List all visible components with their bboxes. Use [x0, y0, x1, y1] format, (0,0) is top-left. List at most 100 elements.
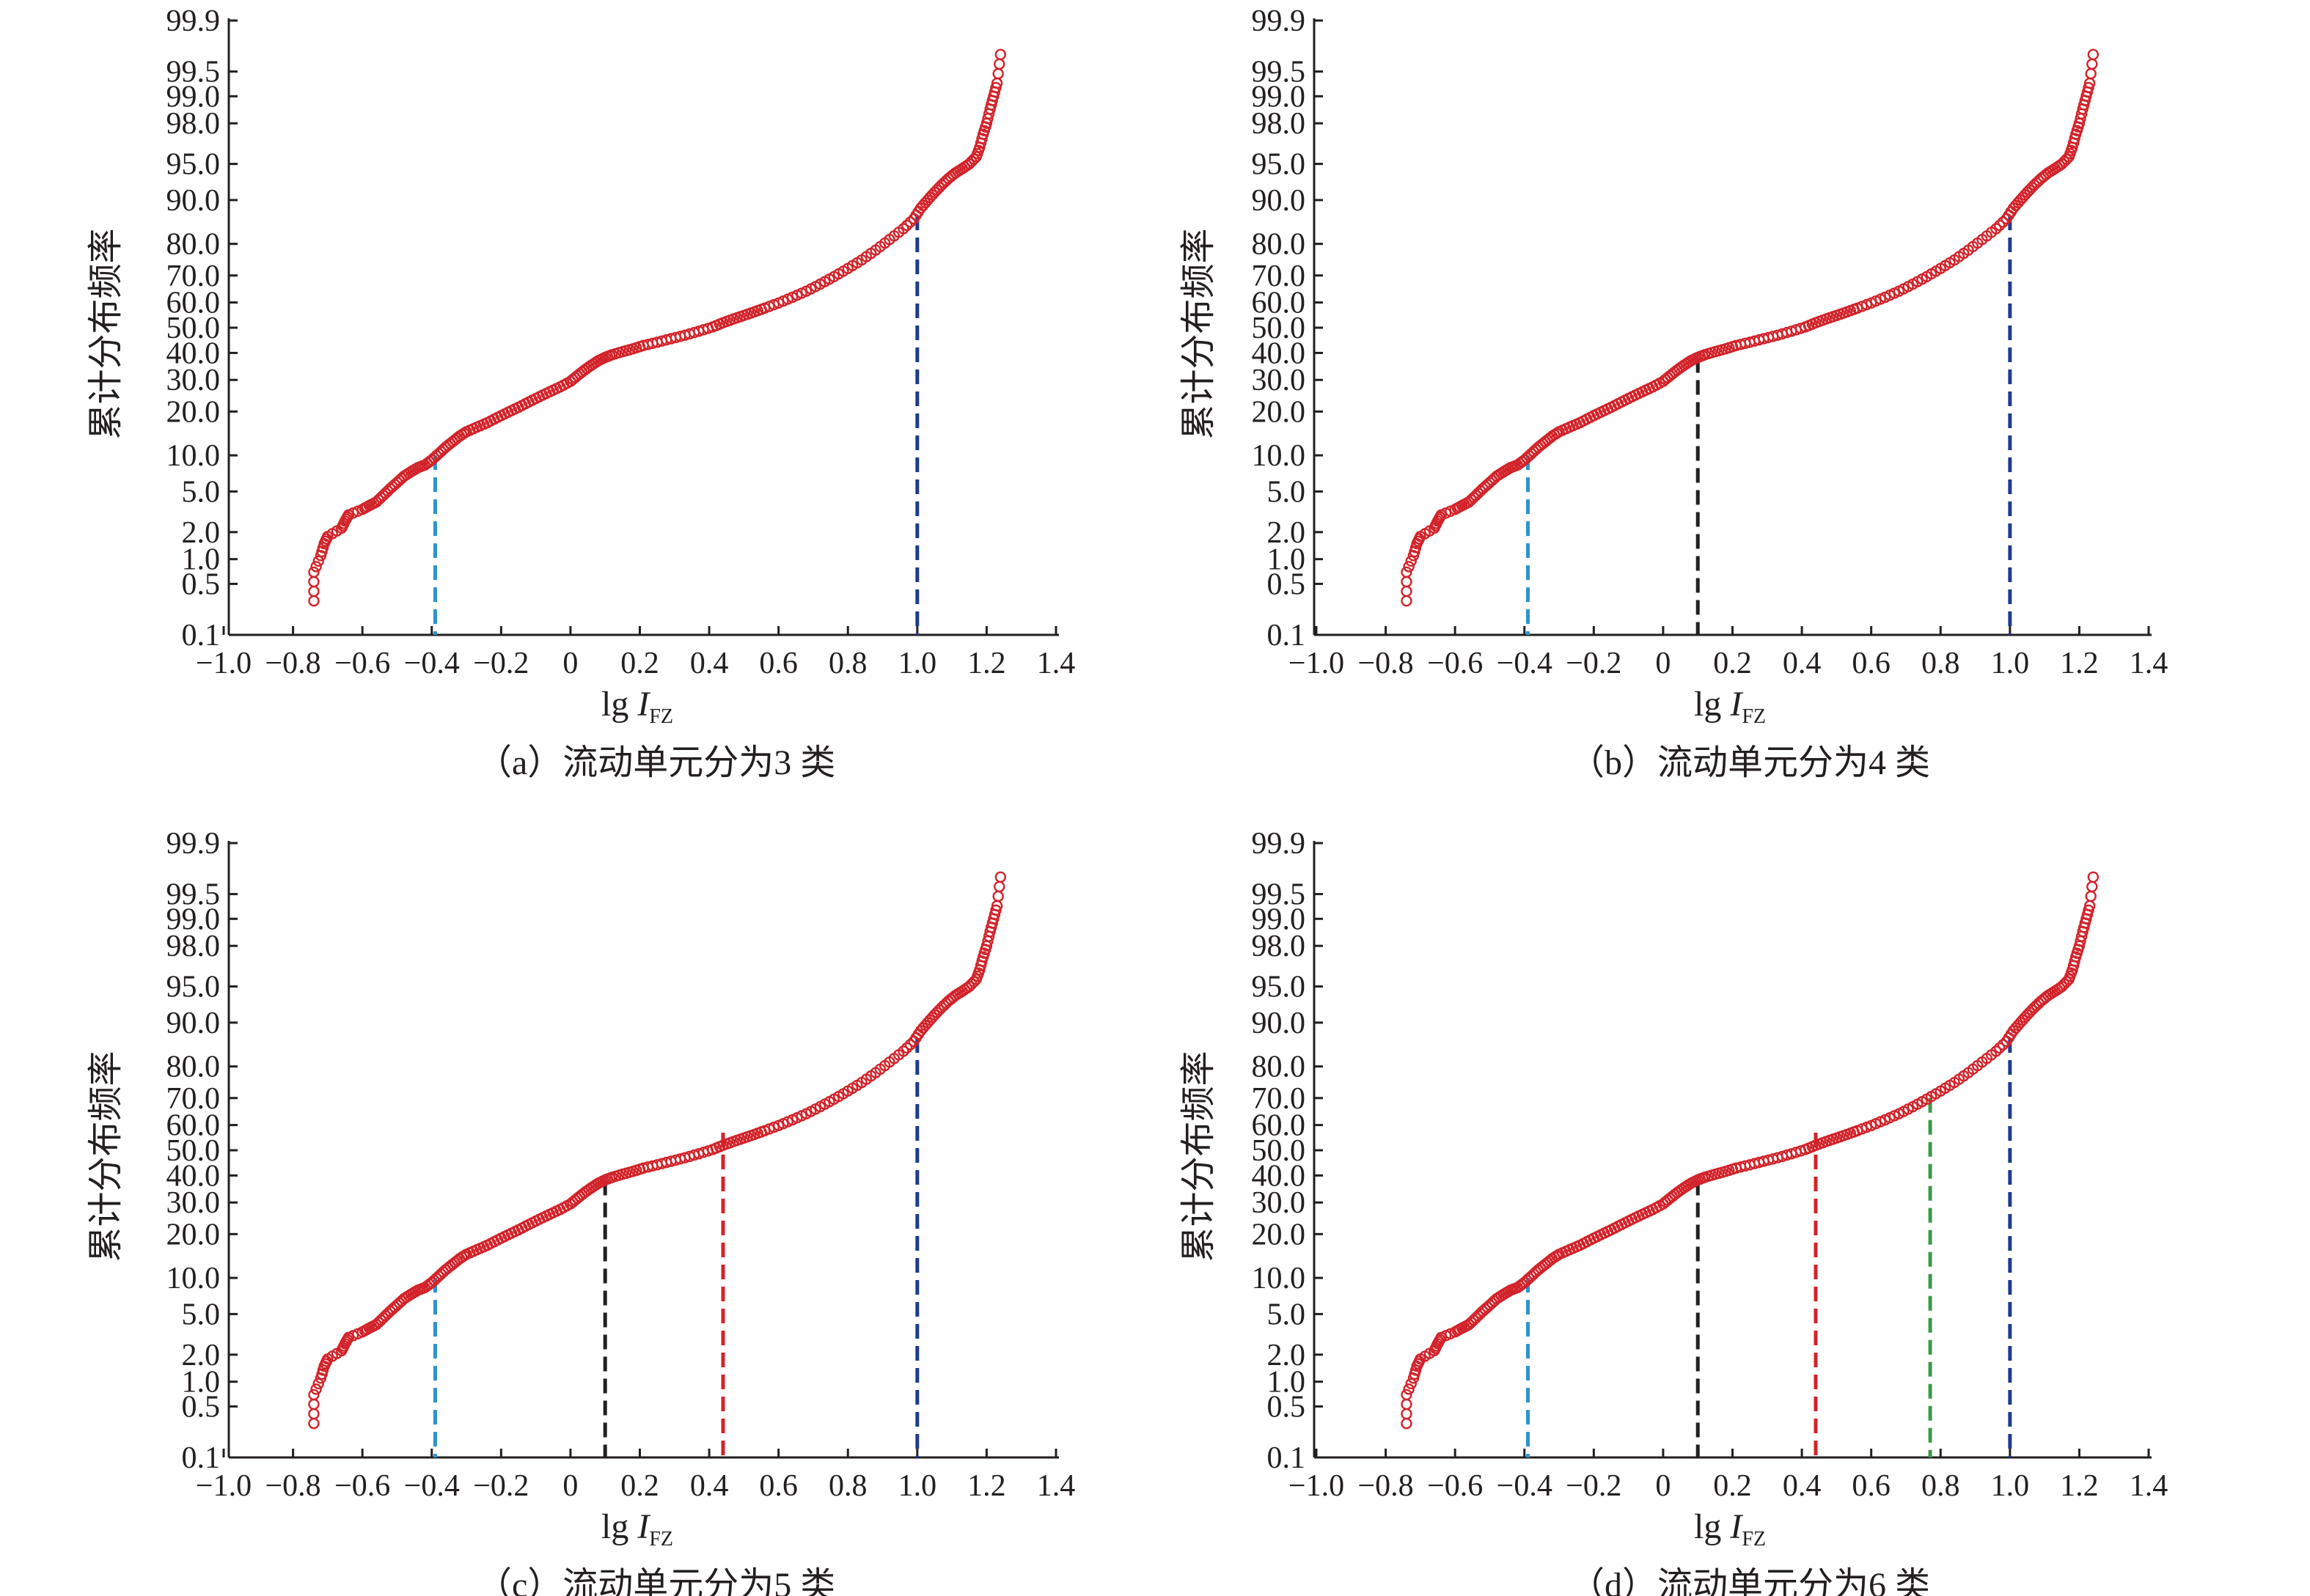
- data-point: [2087, 871, 2100, 883]
- y-tick-label: 0.1: [182, 619, 221, 652]
- y-tick-label: 60.0: [1252, 287, 1306, 320]
- data-point: [1403, 1383, 1415, 1395]
- y-tick-label: 95.0: [166, 148, 221, 182]
- y-tick-label: 99.0: [1252, 902, 1306, 936]
- x-tick-label: 0: [562, 647, 578, 680]
- x-tick-label: −0.4: [404, 1469, 460, 1503]
- y-tick-label: 99.9: [166, 4, 221, 38]
- data-point: [2085, 67, 2097, 80]
- data-point: [898, 223, 909, 235]
- data-point: [1405, 555, 1417, 567]
- y-tick-label: 60.0: [166, 1109, 221, 1143]
- data-point: [898, 1045, 909, 1057]
- y-tick-label: 99.5: [166, 878, 221, 912]
- y-tick-label: 1.0: [182, 543, 221, 577]
- y-tick-label: 30.0: [166, 1186, 221, 1220]
- x-tick-label: 0: [1655, 1469, 1671, 1503]
- data-point: [968, 976, 980, 988]
- y-tick-label: 90.0: [1252, 1007, 1306, 1040]
- panel-caption: （c）流动单元分为5 类: [477, 1566, 835, 1596]
- data-point: [308, 1398, 320, 1411]
- y-tick-label: 99.9: [166, 827, 221, 861]
- y-tick-label: 50.0: [1252, 312, 1306, 345]
- x-tick-label: −1.0: [196, 1469, 252, 1503]
- data-point: [1405, 1378, 1417, 1390]
- panel-caption: （d）流动单元分为6 类: [1569, 1566, 1930, 1596]
- x-tick-label: 0.8: [1921, 647, 1960, 680]
- x-tick-label: −0.8: [1357, 647, 1413, 680]
- y-tick-label: 20.0: [1252, 395, 1306, 429]
- x-tick-label: 1.2: [967, 647, 1006, 680]
- y-axis-label: 累计分布频率: [87, 1051, 125, 1262]
- data-point: [2061, 976, 2072, 988]
- y-tick-label: 1.0: [182, 1366, 221, 1400]
- x-tick-label: 0.8: [829, 647, 868, 680]
- x-tick-label: −1.0: [196, 647, 252, 680]
- y-tick-label: 60.0: [1252, 1109, 1306, 1143]
- y-tick-label: 0.1: [1267, 1441, 1306, 1475]
- x-tick-label: −0.2: [473, 1469, 529, 1503]
- data-point: [1997, 216, 2009, 228]
- y-tick-label: 20.0: [166, 1218, 221, 1251]
- data-point: [1401, 575, 1412, 588]
- x-tick-label: 0.4: [690, 1469, 729, 1503]
- y-tick-label: 50.0: [1252, 1134, 1306, 1168]
- data-point: [904, 216, 917, 228]
- x-tick-label: −0.4: [1497, 647, 1552, 680]
- y-tick-label: 99.0: [166, 902, 221, 936]
- x-tick-label: 1.4: [1037, 1469, 1076, 1503]
- y-axis-label: 累计分布频率: [1179, 1051, 1218, 1262]
- x-tick-label: −1.0: [1288, 1469, 1344, 1503]
- data-point: [1401, 566, 1412, 578]
- y-tick-label: 20.0: [1252, 1218, 1306, 1251]
- y-tick-label: 10.0: [1252, 1262, 1306, 1295]
- x-tick-label: −0.8: [1357, 1469, 1413, 1503]
- y-tick-label: 40.0: [166, 337, 221, 370]
- x-tick-label: 1.4: [2130, 1469, 2168, 1503]
- x-tick-label: 0.2: [1713, 1469, 1752, 1503]
- x-tick-label: 0.4: [1783, 647, 1822, 680]
- data-point: [312, 1378, 324, 1390]
- data-point: [1403, 561, 1415, 573]
- y-tick-label: 0.1: [182, 1441, 221, 1475]
- data-point: [994, 48, 1007, 61]
- data-point: [308, 566, 320, 578]
- y-tick-label: 99.5: [1252, 878, 1306, 912]
- panel-caption: （b）流动单元分为4 类: [1569, 743, 1930, 782]
- x-tick-label: 1.2: [967, 1469, 1006, 1503]
- data-point: [904, 1039, 917, 1051]
- panel-a: 0.10.51.02.05.010.020.030.040.050.060.07…: [87, 4, 1075, 782]
- data-point: [1401, 1389, 1412, 1401]
- data-point: [1997, 1039, 2009, 1051]
- x-tick-label: −0.2: [1566, 647, 1621, 680]
- data-point: [1993, 1042, 2006, 1054]
- y-tick-label: 0.5: [182, 567, 221, 601]
- data-point: [1993, 219, 2006, 232]
- y-tick-label: 2.0: [1267, 516, 1306, 550]
- panel-caption: （a）流动单元分为3 类: [477, 743, 835, 782]
- y-tick-label: 80.0: [166, 228, 221, 262]
- y-tick-label: 40.0: [1252, 337, 1306, 370]
- y-tick-label: 5.0: [1267, 1298, 1306, 1331]
- y-tick-label: 70.0: [1252, 1082, 1306, 1116]
- data-point: [2085, 890, 2097, 902]
- data-point: [1990, 223, 2002, 235]
- x-tick-label: −0.8: [265, 1469, 320, 1503]
- x-tick-label: −0.6: [1427, 1469, 1483, 1503]
- x-tick-label: 1.0: [898, 647, 937, 680]
- x-tick-label: −0.8: [265, 647, 320, 680]
- y-tick-label: 99.0: [1252, 80, 1306, 114]
- data-point: [1401, 1408, 1412, 1420]
- y-tick-label: 2.0: [182, 516, 221, 550]
- x-tick-label: 1.0: [1991, 647, 2030, 680]
- x-tick-label: −0.4: [1497, 1469, 1552, 1503]
- x-tick-label: 0.6: [1852, 1469, 1891, 1503]
- x-tick-label: 0.6: [1852, 647, 1891, 680]
- x-tick-label: −0.4: [404, 647, 460, 680]
- y-tick-label: 10.0: [166, 1262, 221, 1295]
- x-axis-label: lg IFZ: [601, 685, 673, 728]
- y-tick-label: 1.0: [1267, 1366, 1306, 1400]
- x-tick-label: −1.0: [1288, 647, 1344, 680]
- x-tick-label: 0: [562, 1469, 578, 1503]
